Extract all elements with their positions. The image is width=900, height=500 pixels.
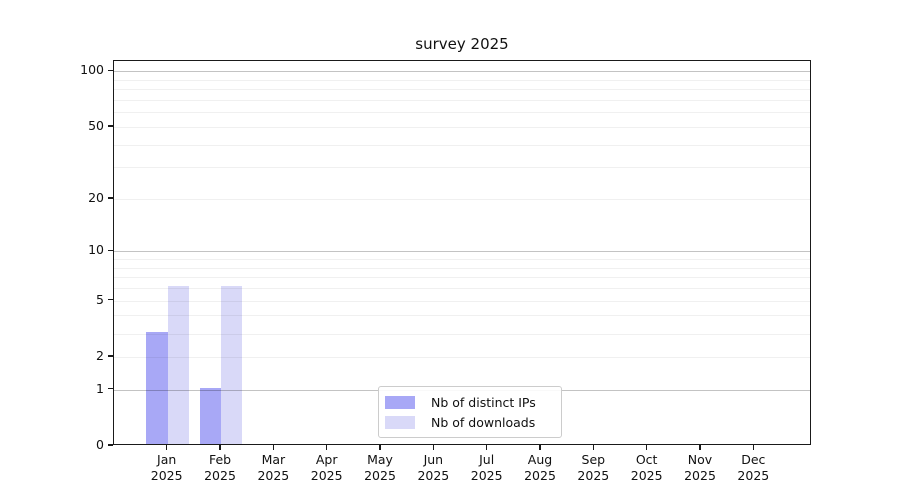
- x-tick-mark: [166, 445, 168, 450]
- x-tick-mark: [539, 445, 541, 450]
- minor-gridline: [114, 315, 810, 317]
- year-label: 2025: [204, 468, 236, 483]
- year-label: 2025: [150, 468, 183, 483]
- y-tick-mark: [108, 249, 113, 252]
- month-label: Mar: [261, 452, 286, 467]
- y-tick-label: 1: [96, 380, 104, 396]
- x-tick-label: Apr 2025: [292, 452, 362, 484]
- y-tick-mark: [108, 69, 113, 72]
- year-label: 2025: [364, 468, 396, 483]
- minor-gridline: [114, 300, 810, 302]
- major-gridline: [114, 71, 810, 73]
- x-tick-mark: [325, 445, 328, 450]
- year-label: 2025: [737, 468, 770, 483]
- minor-gridline: [114, 167, 810, 169]
- minor-gridline: [114, 333, 810, 335]
- y-tick-mark: [108, 298, 113, 301]
- year-label: 2025: [417, 468, 450, 483]
- chart-title: survey 2025: [415, 35, 509, 53]
- x-tick-mark: [379, 445, 381, 450]
- month-label: Nov: [687, 452, 713, 467]
- x-tick-label: Feb 2025: [185, 452, 255, 484]
- minor-gridline: [114, 89, 810, 91]
- month-label: Jul: [479, 452, 495, 467]
- year-label: 2025: [524, 468, 556, 483]
- bar-nb-of-distinct-ips-jan: [146, 331, 168, 444]
- minor-gridline: [114, 356, 810, 358]
- x-tick-label: Jan 2025: [132, 452, 202, 484]
- month-label: Jan: [157, 452, 177, 467]
- month-label: Apr: [315, 452, 338, 467]
- minor-gridline: [114, 259, 810, 261]
- month-label: Sep: [581, 452, 606, 467]
- y-tick-label: 2: [96, 347, 104, 363]
- x-tick-label: Oct 2025: [612, 452, 682, 484]
- year-label: 2025: [470, 468, 503, 483]
- month-label: Dec: [741, 452, 766, 467]
- y-tick-mark: [108, 444, 113, 446]
- y-tick-mark: [108, 197, 113, 199]
- month-label: Feb: [208, 452, 232, 467]
- minor-gridline: [114, 277, 810, 279]
- x-tick-label: Mar 2025: [238, 452, 308, 484]
- minor-gridline: [114, 144, 810, 146]
- minor-gridline: [114, 112, 810, 114]
- x-tick-mark: [645, 445, 648, 450]
- x-tick-label: Nov 2025: [665, 452, 735, 484]
- bar-nb-of-downloads-feb: [221, 286, 243, 444]
- minor-gridline: [114, 79, 810, 81]
- x-tick-label: Jul 2025: [452, 452, 522, 484]
- year-label: 2025: [577, 468, 610, 483]
- legend-label: Nb of distinct IPs: [431, 394, 536, 410]
- plot-area: Nb of distinct IPs Nb of downloads: [113, 60, 811, 445]
- x-tick-mark: [432, 445, 435, 450]
- x-tick-mark: [485, 445, 488, 450]
- minor-gridline: [114, 100, 810, 102]
- month-label: Aug: [527, 452, 553, 467]
- x-tick-label: Sep 2025: [558, 452, 628, 484]
- bar-nb-of-downloads-jan: [167, 286, 189, 444]
- minor-gridline: [114, 288, 810, 290]
- year-label: 2025: [684, 468, 716, 483]
- month-label: May: [367, 452, 393, 467]
- y-tick-label: 20: [88, 189, 104, 205]
- major-gridline: [114, 251, 810, 253]
- x-tick-mark: [219, 445, 221, 450]
- month-label: Jun: [423, 452, 444, 467]
- x-tick-mark: [752, 445, 755, 450]
- x-tick-label: Dec 2025: [718, 452, 788, 484]
- minor-gridline: [114, 198, 810, 200]
- y-tick-label: 50: [88, 117, 104, 133]
- y-tick-label: 10: [88, 242, 104, 258]
- x-tick-label: Aug 2025: [505, 452, 575, 484]
- x-tick-mark: [699, 445, 701, 450]
- x-tick-mark: [272, 445, 275, 450]
- legend-entry: Nb of distinct IPs: [385, 392, 553, 412]
- x-tick-mark: [592, 445, 595, 450]
- y-tick-label: 5: [96, 291, 104, 307]
- minor-gridline: [114, 126, 810, 128]
- year-label: 2025: [630, 468, 663, 483]
- y-tick-mark: [108, 388, 113, 390]
- y-tick-mark: [108, 355, 113, 357]
- month-label: Oct: [635, 452, 658, 467]
- legend: Nb of distinct IPs Nb of downloads: [378, 386, 562, 438]
- year-label: 2025: [310, 468, 343, 483]
- y-tick-label: 0: [96, 437, 104, 452]
- y-tick-label: 100: [80, 62, 104, 78]
- legend-label: Nb of downloads: [431, 414, 536, 430]
- bar-nb-of-distinct-ips-feb: [199, 387, 222, 444]
- x-tick-label: Jun 2025: [398, 452, 468, 484]
- legend-swatch: [385, 415, 415, 429]
- x-tick-label: May 2025: [345, 452, 415, 484]
- legend-entry: Nb of downloads: [385, 412, 553, 432]
- year-label: 2025: [257, 468, 290, 483]
- legend-swatch: [385, 395, 415, 409]
- minor-gridline: [114, 267, 810, 269]
- y-tick-mark: [108, 125, 113, 127]
